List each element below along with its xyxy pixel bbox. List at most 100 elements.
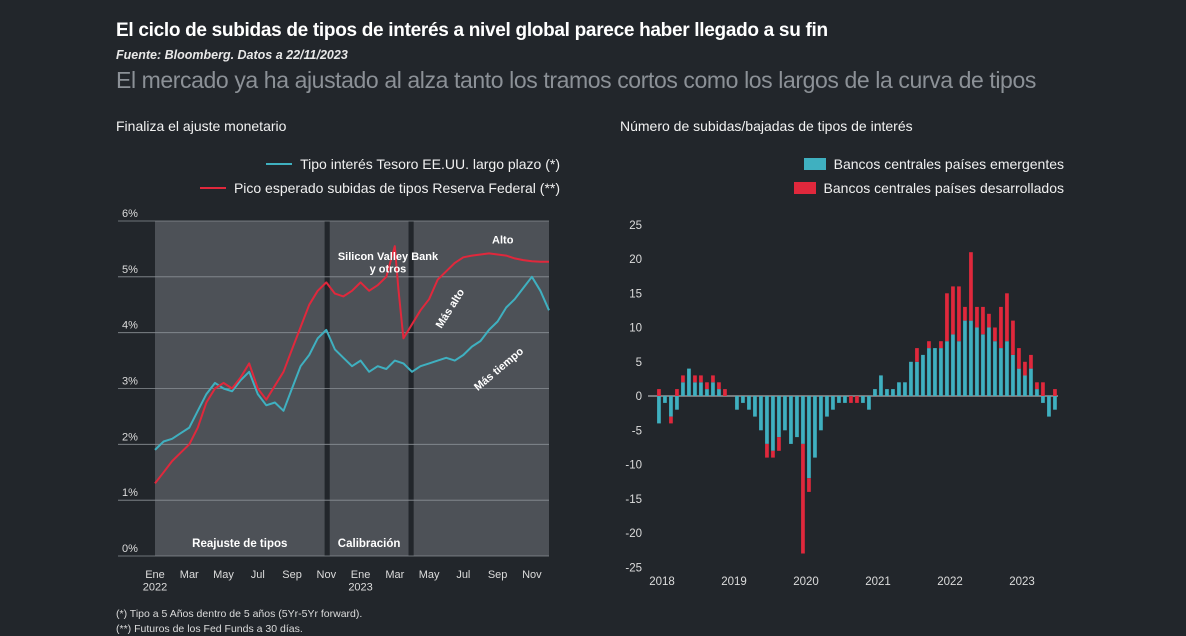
chart-annotation: Silicon Valley Bank y otros: [338, 251, 439, 276]
bar-desarrollados: [927, 341, 931, 349]
bar-desarrollados: [771, 450, 775, 458]
x-tick-label: Sep: [488, 569, 508, 581]
bar-emergentes: [915, 361, 919, 397]
bar-desarrollados: [951, 286, 955, 335]
legend-emergentes: Bancos centrales países emergentes: [803, 156, 1064, 172]
bar-emergentes: [921, 354, 925, 396]
y-tick-label: 4%: [122, 320, 138, 332]
bar-emergentes: [717, 389, 721, 396]
bar-emergentes: [897, 382, 901, 396]
bar-emergentes: [801, 396, 805, 444]
y-tick-label: 5%: [122, 264, 138, 276]
bar-desarrollados: [993, 327, 997, 342]
y-tick-label: 10: [629, 323, 642, 335]
y-tick-label: 0: [636, 391, 642, 403]
bar-emergentes: [681, 382, 685, 396]
bar-emergentes: [975, 327, 979, 396]
x-tick-label: Sep: [282, 569, 302, 581]
x-tick-label: Mar: [180, 569, 199, 581]
legend-red-swatch: [199, 187, 226, 189]
chart-annotation-line: Silicon Valley Bank: [338, 251, 439, 263]
bar-emergentes: [939, 348, 943, 396]
y-tick-label: -5: [632, 425, 642, 437]
bar-emergentes: [993, 341, 997, 396]
bar-emergentes: [1035, 389, 1039, 396]
bar-emergentes: [669, 396, 673, 417]
y-tick-label: -10: [625, 460, 642, 472]
x-tick-label-line: 2022: [143, 582, 167, 594]
bar-desarrollados: [981, 306, 985, 335]
region-label: Calibración: [338, 538, 401, 550]
bar-emergentes: [1023, 375, 1027, 396]
bar-emergentes: [963, 320, 967, 396]
bar-emergentes: [819, 396, 823, 431]
legend-teal-swatch: [266, 163, 293, 165]
bar-emergentes: [699, 382, 703, 396]
left-chart-title: Finaliza el ajuste monetario: [116, 118, 287, 134]
bar-emergentes: [981, 334, 985, 396]
bar-emergentes: [771, 396, 775, 451]
bar-desarrollados: [975, 306, 979, 328]
bar-desarrollados: [699, 375, 703, 383]
x-tick-label-line: Ene: [351, 569, 371, 581]
x-tick-label: 2021: [865, 576, 891, 588]
bar-emergentes: [999, 348, 1003, 396]
bar-emergentes: [1029, 368, 1033, 396]
x-tick-label: 2019: [721, 576, 747, 588]
bar-desarrollados: [705, 382, 709, 390]
bar-desarrollados: [945, 293, 949, 342]
bar-desarrollados: [957, 286, 961, 342]
bar-emergentes: [741, 396, 745, 403]
legend-teal-line: Tipo interés Tesoro EE.UU. largo plazo (…: [266, 156, 560, 172]
bar-desarrollados: [681, 375, 685, 383]
bar-emergentes: [1011, 354, 1015, 396]
bar-desarrollados: [1023, 361, 1027, 376]
x-tick-label-line: 2023: [348, 582, 372, 594]
bar-emergentes: [825, 396, 829, 417]
legend-emergentes-label: Bancos centrales países emergentes: [833, 156, 1064, 172]
bar-desarrollados: [717, 382, 721, 390]
x-tick-label-line: Ene: [145, 569, 165, 581]
bar-emergentes: [987, 327, 991, 396]
bar-desarrollados: [711, 375, 715, 383]
x-tick-label: 2022: [937, 576, 963, 588]
x-tick-label: Nov: [317, 569, 337, 581]
bar-emergentes: [813, 396, 817, 458]
bar-desarrollados: [669, 416, 673, 424]
bar-desarrollados: [657, 389, 661, 396]
y-tick-label: 20: [629, 254, 642, 266]
x-tick-label: 2018: [649, 576, 675, 588]
bar-desarrollados: [987, 313, 991, 328]
bar-desarrollados: [807, 478, 811, 492]
source-note: Fuente: Bloomberg. Datos a 22/11/2023: [116, 48, 348, 62]
x-tick-label: Ene 2023: [348, 569, 372, 594]
bar-desarrollados: [777, 437, 781, 451]
bar-emergentes: [687, 368, 691, 396]
bar-emergentes: [831, 396, 835, 410]
right-chart-title: Número de subidas/bajadas de tipos de in…: [620, 118, 913, 134]
bar-emergentes: [675, 396, 679, 410]
bar-desarrollados: [1011, 320, 1015, 355]
y-tick-label: 15: [629, 288, 642, 300]
bar-desarrollados: [723, 389, 727, 396]
legend-desarrollados: Bancos centrales países desarrollados: [793, 180, 1064, 196]
legend-emergentes-swatch: [803, 158, 826, 170]
bar-desarrollados: [855, 396, 859, 403]
bar-emergentes: [693, 382, 697, 396]
x-tick-label: Ene 2022: [143, 569, 167, 594]
chart-annotation-line: y otros: [370, 264, 407, 276]
legend-red-label: Pico esperado subidas de tipos Reserva F…: [233, 180, 560, 196]
bar-desarrollados: [765, 443, 769, 458]
bar-emergentes: [861, 396, 865, 403]
bar-emergentes: [903, 382, 907, 396]
bar-emergentes: [753, 396, 757, 417]
bar-desarrollados: [801, 443, 805, 554]
bar-emergentes: [1047, 396, 1051, 417]
bar-emergentes: [747, 396, 751, 410]
x-tick-label: 2020: [793, 576, 819, 588]
bar-desarrollados: [849, 396, 853, 403]
bar-emergentes: [945, 341, 949, 396]
bar-emergentes: [1017, 368, 1021, 396]
bar-emergentes: [837, 396, 841, 403]
